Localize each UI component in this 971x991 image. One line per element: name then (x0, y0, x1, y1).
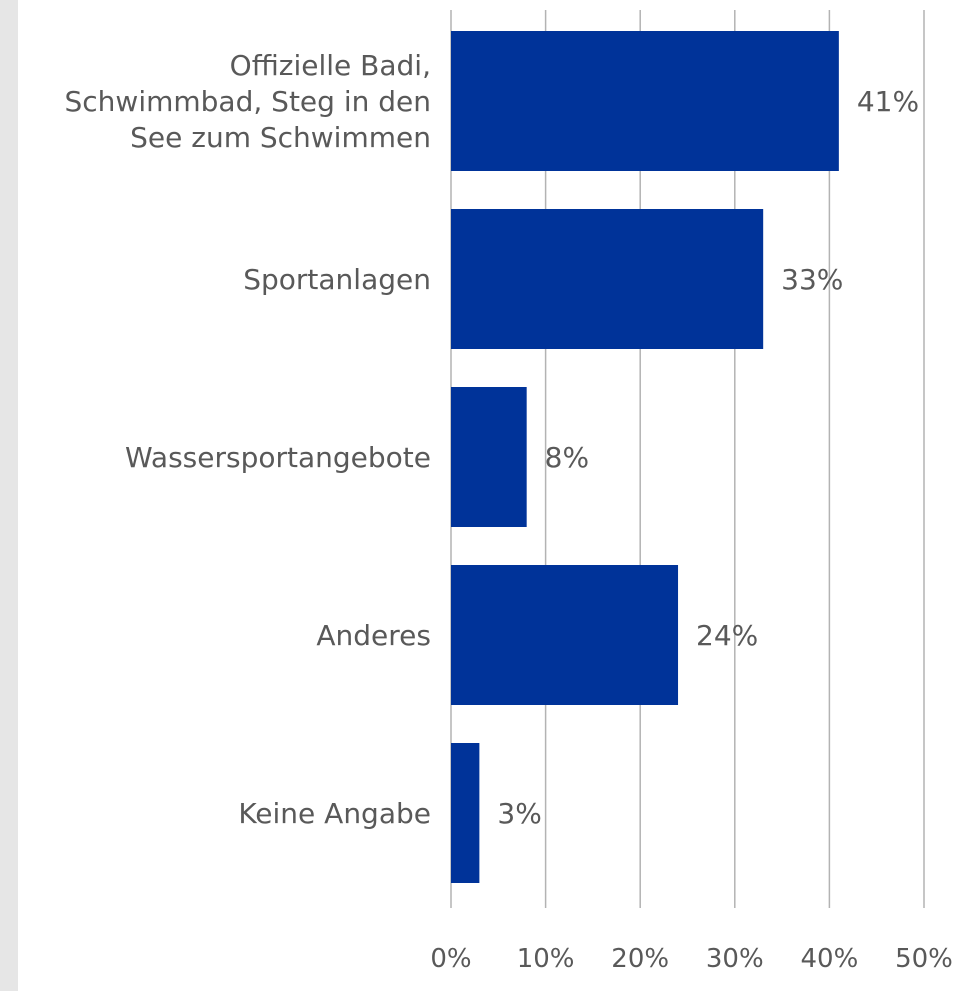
x-tick-label: 30% (706, 944, 764, 974)
category-label: Wassersportangebote (125, 441, 431, 474)
x-tick-label: 20% (611, 944, 669, 974)
bar (451, 31, 839, 171)
bars (451, 31, 839, 883)
data-labels: 41% 33% 8% 24% 3% (497, 85, 919, 830)
x-tick-label: 0% (430, 944, 471, 974)
x-tick-label: 40% (801, 944, 859, 974)
x-axis-tick-labels: 0% 10% 20% 30% 40% 50% (430, 944, 953, 974)
bar (451, 565, 679, 705)
category-label: Sportanlagen (243, 263, 431, 296)
category-label: Anderes (316, 619, 431, 652)
bar (451, 387, 527, 527)
category-labels: Offizielle Badi, Schwimmbad, Steg in den S… (65, 49, 431, 830)
data-label: 24% (696, 619, 758, 652)
data-label: 3% (497, 797, 541, 830)
category-label: Offizielle Badi, Schwimmbad, Steg in den S… (65, 49, 431, 154)
bar (451, 743, 480, 883)
data-label: 33% (781, 263, 843, 296)
data-label: 8% (545, 441, 589, 474)
bar (451, 209, 764, 349)
category-label: Keine Angabe (238, 797, 431, 830)
x-tick-label: 50% (895, 944, 953, 974)
data-label: 41% (857, 85, 919, 118)
x-tick-label: 10% (517, 944, 575, 974)
